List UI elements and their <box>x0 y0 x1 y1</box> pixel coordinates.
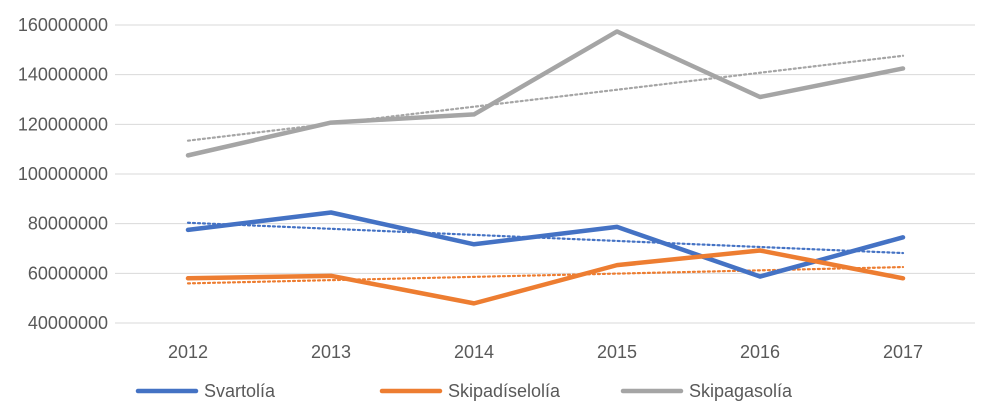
legend-label: Skipagasolía <box>689 381 793 401</box>
series-lines <box>185 29 906 306</box>
x-tick-label: 2015 <box>597 342 637 362</box>
y-tick-label: 60000000 <box>28 263 108 283</box>
x-tick-label: 2017 <box>883 342 923 362</box>
y-tick-label: 160000000 <box>18 15 108 35</box>
trendline-series-1 <box>186 221 905 255</box>
x-tick-label: 2016 <box>740 342 780 362</box>
y-tick-label: 120000000 <box>18 114 108 134</box>
series-line-3 <box>185 29 906 158</box>
legend-item-3: Skipagasolía <box>620 381 793 401</box>
x-axis-tick-labels: 2012 2013 2014 2015 2016 2017 <box>168 342 923 362</box>
y-tick-label: 80000000 <box>28 214 108 234</box>
legend-item-1: Svartolía <box>135 381 276 401</box>
y-tick-label: 140000000 <box>18 65 108 85</box>
trendline-series-3 <box>186 54 905 142</box>
y-axis-tick-labels: 40000000 60000000 80000000 100000000 1200000… <box>18 15 108 333</box>
x-tick-label: 2013 <box>311 342 351 362</box>
x-tick-label: 2014 <box>454 342 494 362</box>
legend-item-2: Skipadíselolía <box>379 381 561 401</box>
series-line-2 <box>185 248 906 306</box>
y-tick-label: 40000000 <box>28 313 108 333</box>
y-tick-label: 100000000 <box>18 164 108 184</box>
x-tick-label: 2012 <box>168 342 208 362</box>
legend-label: Svartolía <box>204 381 276 401</box>
legend-label: Skipadíselolía <box>448 381 561 401</box>
series-line-1 <box>185 210 906 279</box>
legend: Svartolía Skipadíselolía Skipagasolía <box>135 381 793 401</box>
